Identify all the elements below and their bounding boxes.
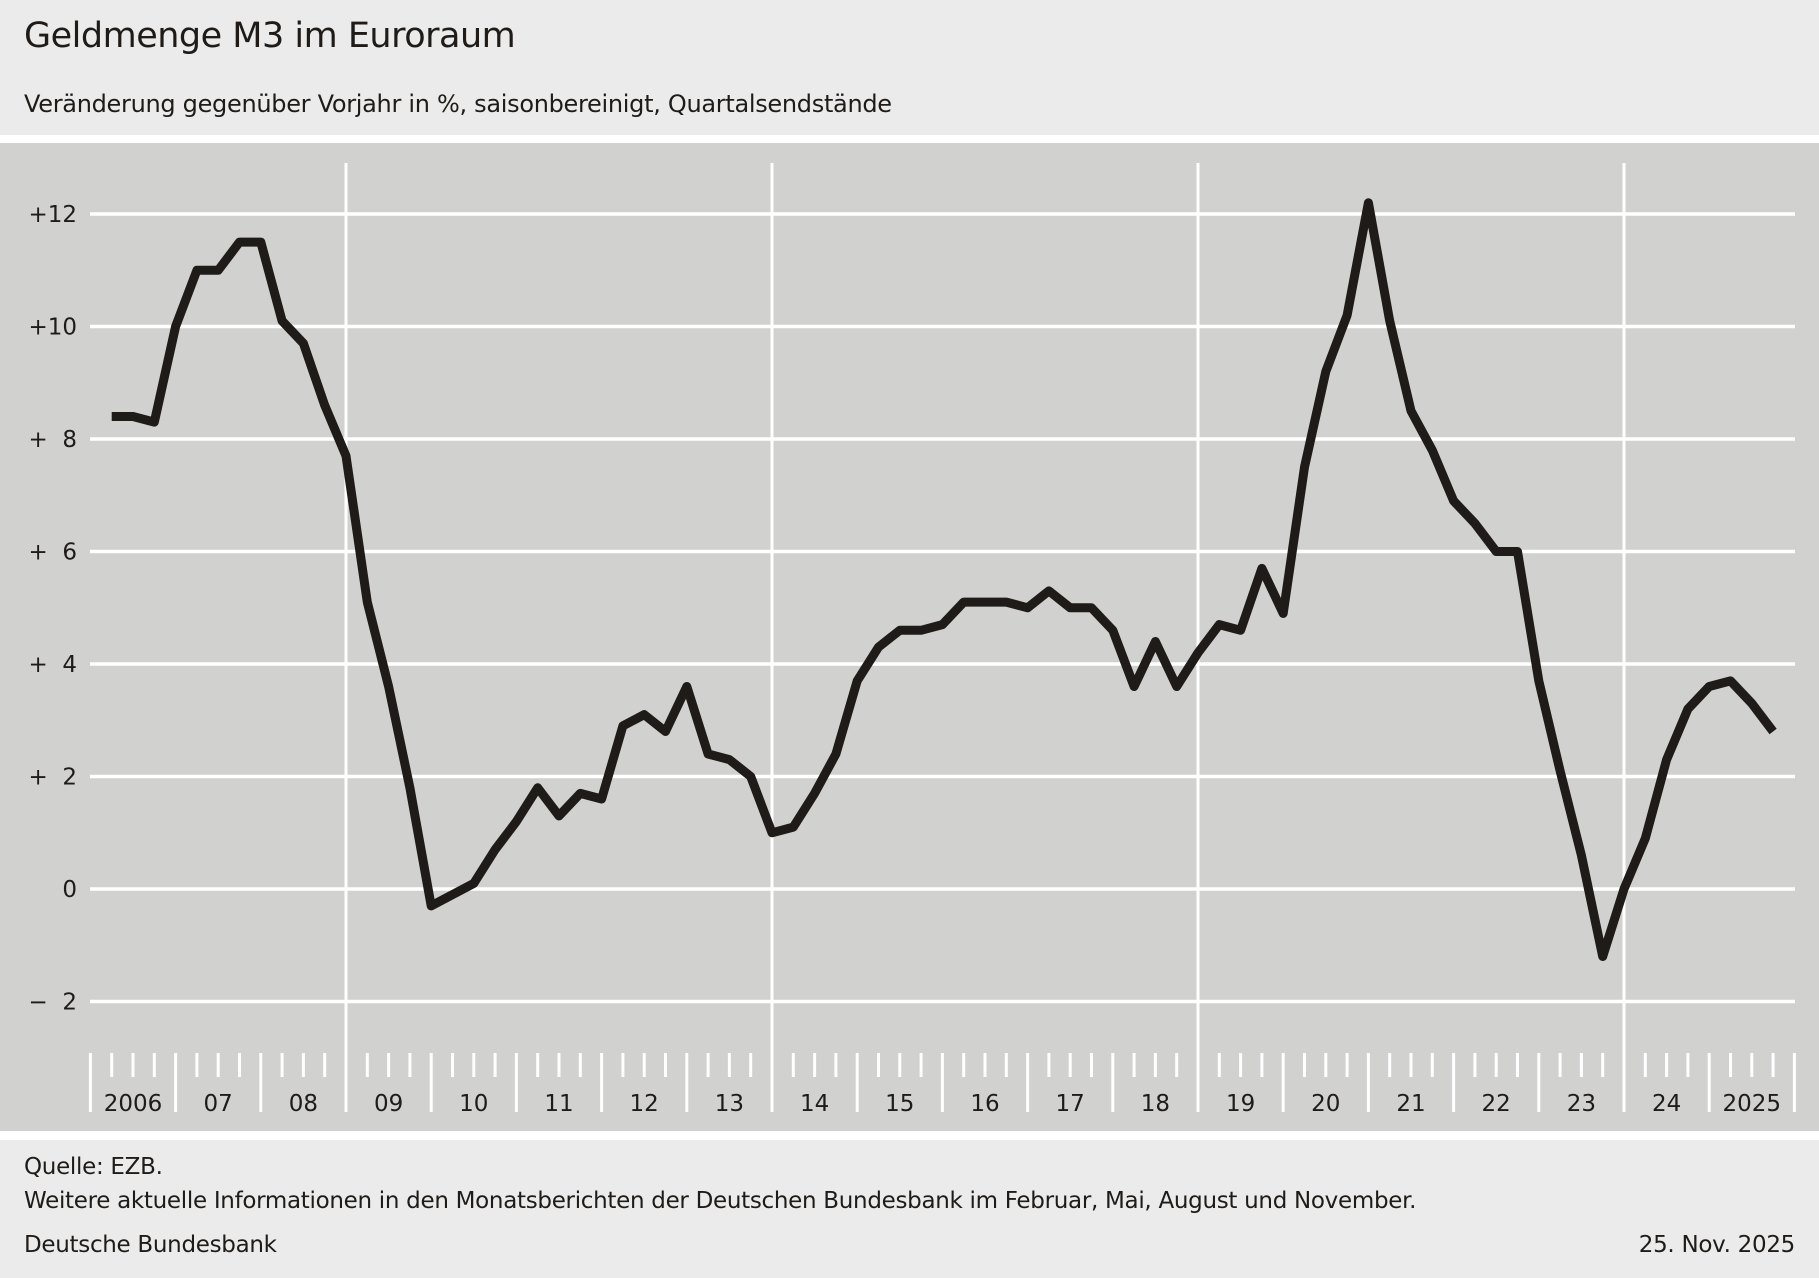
x-tick-label: 07 — [204, 1091, 233, 1117]
publisher: Deutsche Bundesbank — [24, 1232, 277, 1258]
x-tick-label: 16 — [970, 1091, 999, 1117]
x-tick-label: 21 — [1396, 1091, 1425, 1117]
x-tick-label: 09 — [374, 1091, 403, 1117]
y-tick-label: +10 — [28, 315, 77, 341]
chart-header: Geldmenge M3 im Euroraum Veränderung geg… — [0, 0, 1819, 135]
chart-title: Geldmenge M3 im Euroraum — [24, 16, 516, 56]
plot-panel — [0, 143, 1819, 1131]
y-tick-label: 0 — [62, 877, 77, 903]
x-tick-label: 10 — [459, 1091, 488, 1117]
x-tick-label: 23 — [1567, 1091, 1596, 1117]
x-tick-label: 22 — [1482, 1091, 1511, 1117]
series-line-m3 — [111, 198, 1777, 961]
source-note: Quelle: EZB. — [24, 1154, 163, 1180]
x-tick-label: 20 — [1311, 1091, 1340, 1117]
horizontal-gridlines — [90, 212, 1795, 1004]
x-tick-label: 11 — [544, 1091, 573, 1117]
x-tick-label: 2025 — [1723, 1091, 1782, 1117]
x-tick-label: 2006 — [104, 1091, 163, 1117]
publication-date: 25. Nov. 2025 — [1638, 1232, 1796, 1258]
chart-footer: Quelle: EZB. Weitere aktuelle Informatio… — [0, 1140, 1819, 1278]
chart-subtitle: Veränderung gegenüber Vorjahr in %, sais… — [24, 90, 892, 118]
vertical-gridlines — [344, 163, 1626, 1112]
info-note: Weitere aktuelle Informationen in den Mo… — [24, 1188, 1417, 1214]
x-axis-ticks — [88, 1053, 1796, 1112]
x-tick-label: 24 — [1652, 1091, 1681, 1117]
x-axis-labels: 2006 07 08 09 10 11 12 13 14 15 16 17 18 19 20 21 22 23 24… — [104, 1091, 1781, 1117]
y-tick-label: + 4 — [28, 652, 77, 678]
y-tick-label: +12 — [28, 202, 77, 228]
y-tick-label: + 6 — [28, 540, 77, 566]
x-tick-label: 17 — [1056, 1091, 1085, 1117]
x-tick-label: 13 — [715, 1091, 744, 1117]
y-axis-labels: +12 +10 + 8 + 6 + 4 + 2 0 − 2 — [28, 202, 77, 1016]
x-tick-label: 18 — [1141, 1091, 1170, 1117]
x-tick-label: 14 — [800, 1091, 829, 1117]
x-tick-label: 12 — [630, 1091, 659, 1117]
x-tick-label: 19 — [1226, 1091, 1255, 1117]
y-tick-label: + 8 — [28, 427, 77, 453]
x-tick-label: 15 — [885, 1091, 914, 1117]
y-tick-label: + 2 — [28, 765, 77, 791]
y-tick-label: − 2 — [28, 990, 77, 1016]
series-layer — [111, 198, 1777, 961]
x-tick-label: 08 — [289, 1091, 318, 1117]
